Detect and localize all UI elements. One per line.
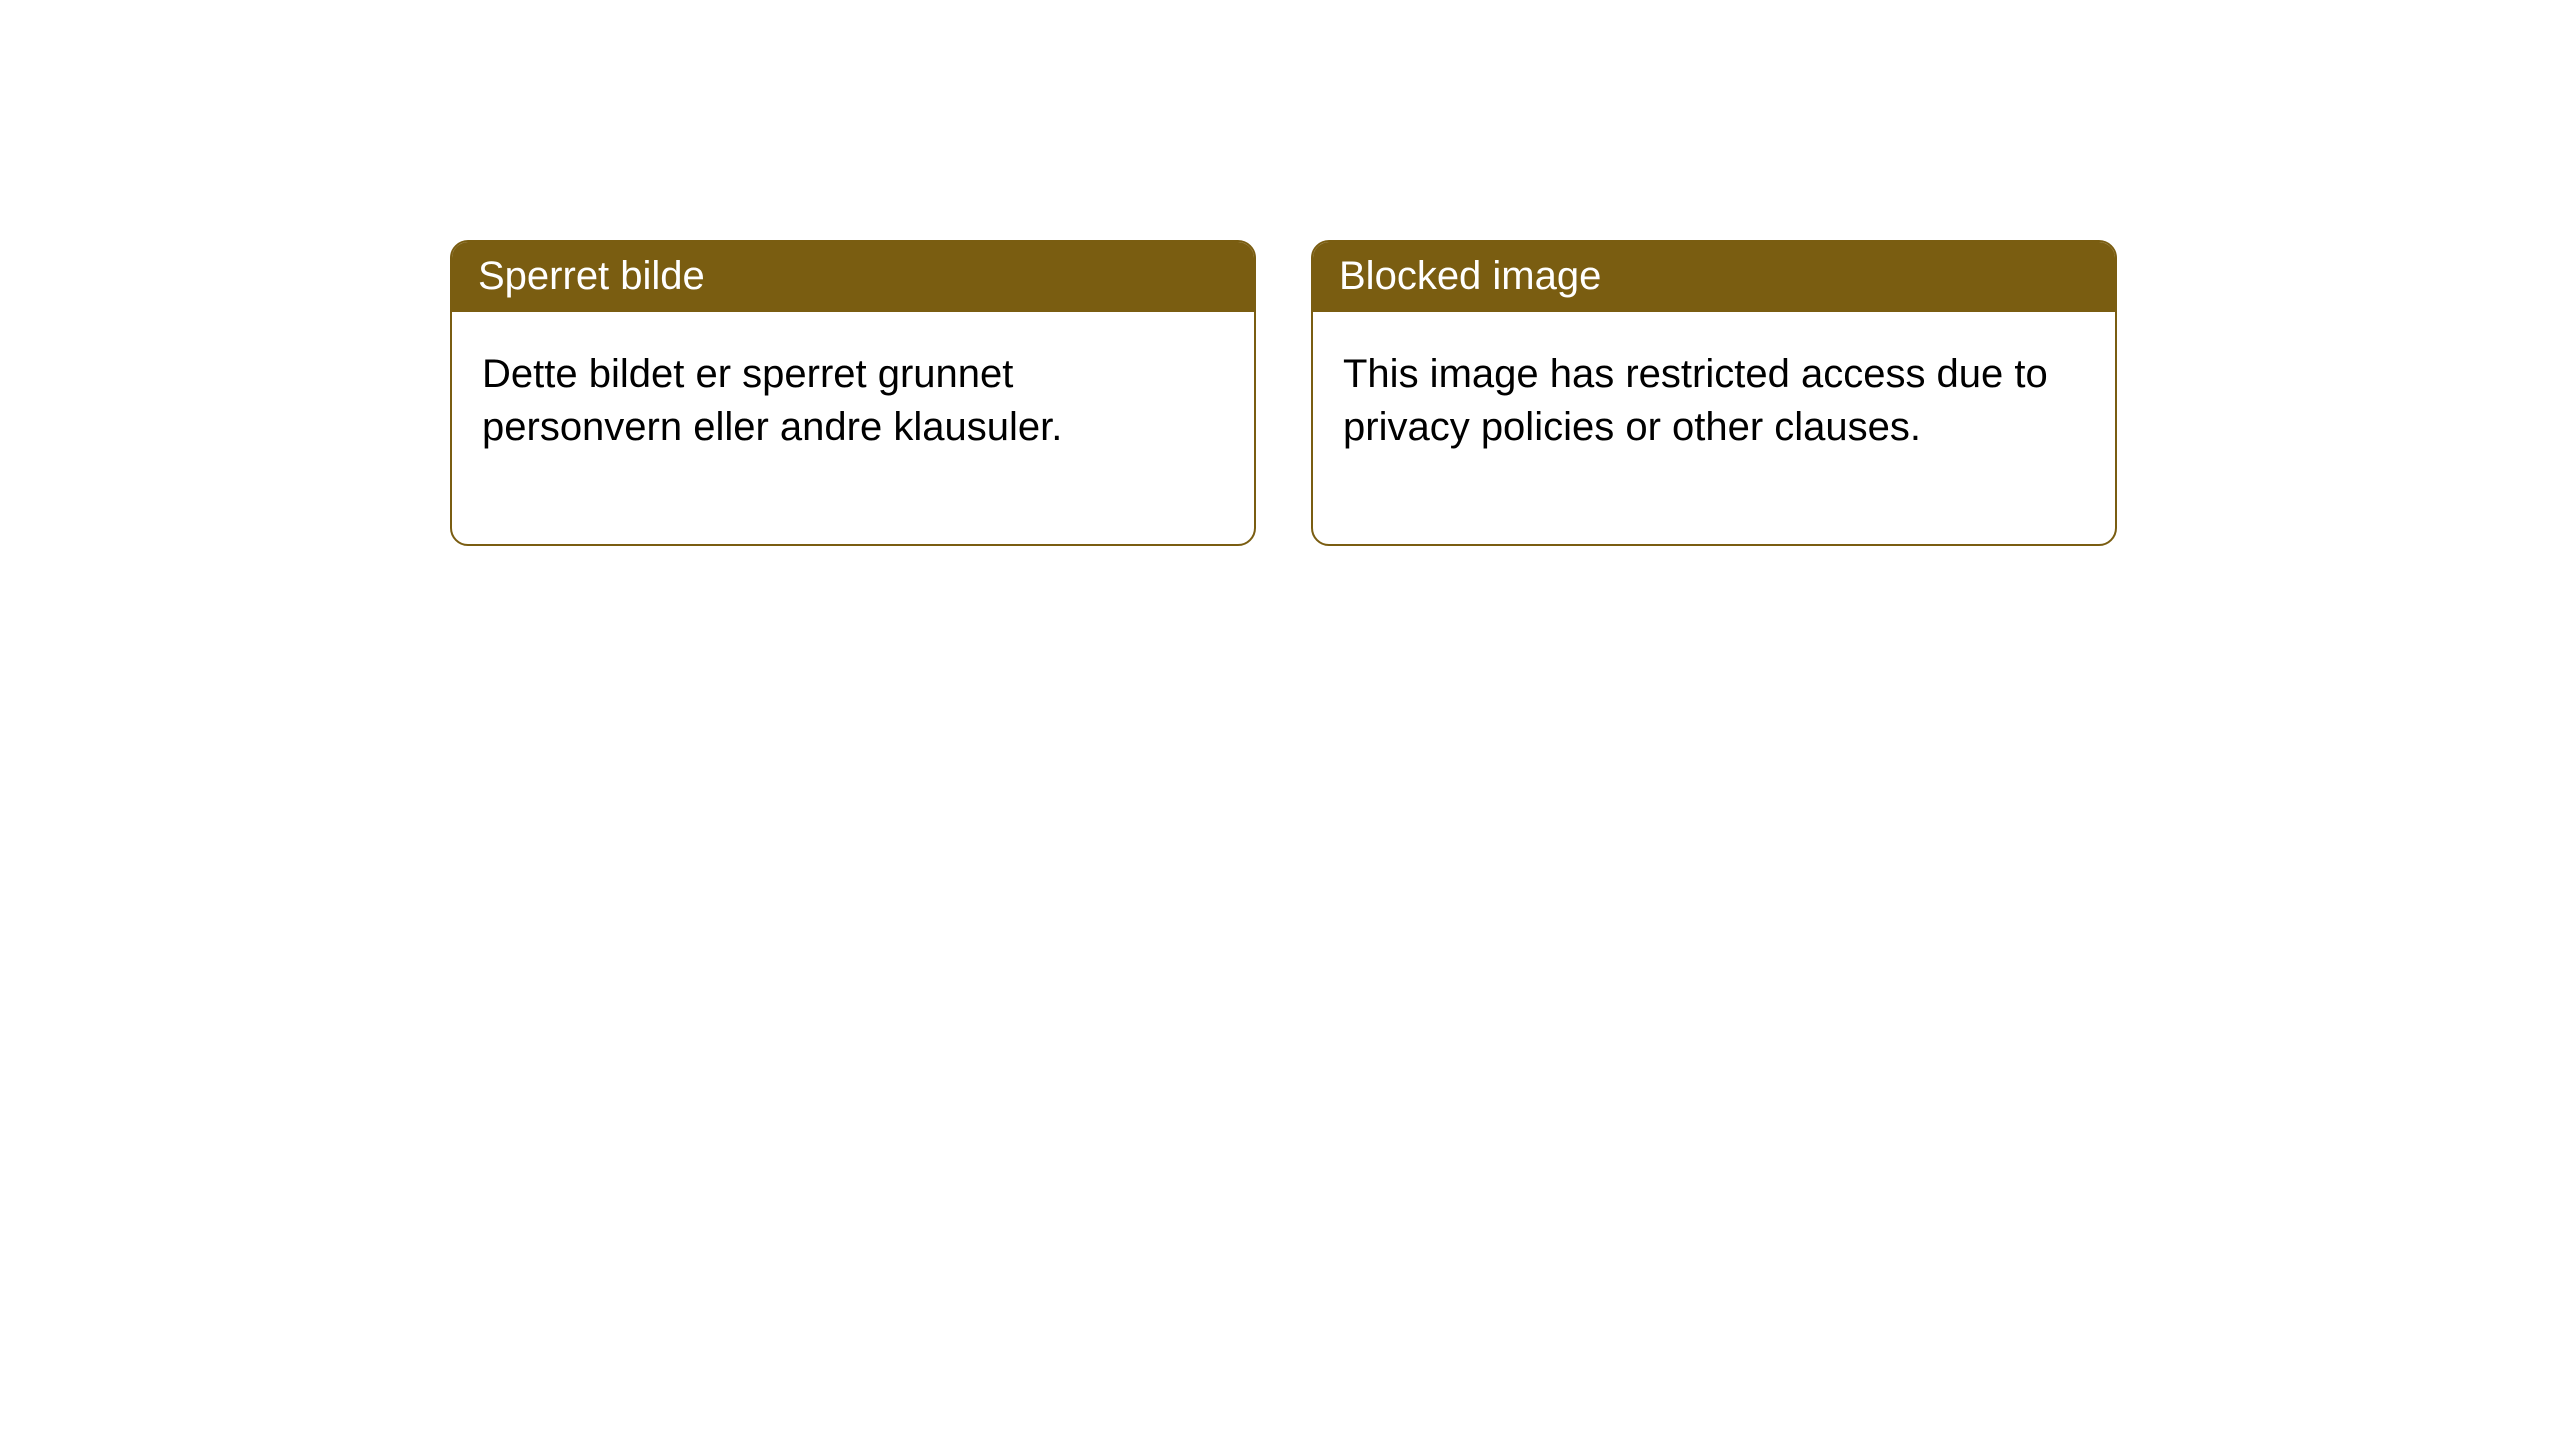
notice-card-english: Blocked image This image has restricted … — [1311, 240, 2117, 546]
card-title: Blocked image — [1339, 254, 1601, 298]
notice-card-norwegian: Sperret bilde Dette bildet er sperret gr… — [450, 240, 1256, 546]
card-header: Sperret bilde — [452, 242, 1254, 312]
card-body-text: Dette bildet er sperret grunnet personve… — [482, 352, 1062, 449]
notice-container: Sperret bilde Dette bildet er sperret gr… — [0, 0, 2560, 546]
card-title: Sperret bilde — [478, 254, 705, 298]
card-body: This image has restricted access due to … — [1313, 312, 2115, 544]
card-body: Dette bildet er sperret grunnet personve… — [452, 312, 1254, 544]
card-header: Blocked image — [1313, 242, 2115, 312]
card-body-text: This image has restricted access due to … — [1343, 352, 2048, 449]
